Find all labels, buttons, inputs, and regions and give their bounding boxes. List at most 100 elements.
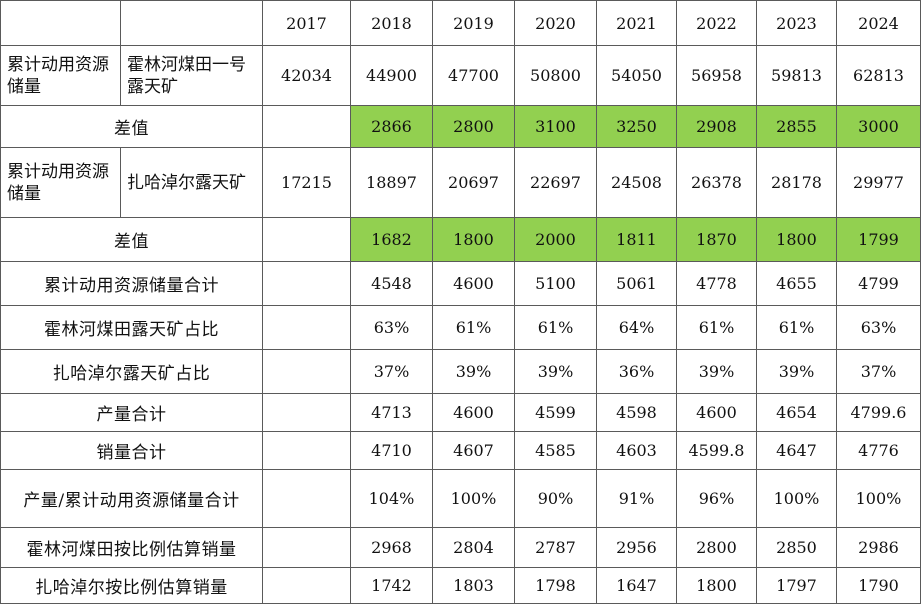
summary-label-cell: 霍林河煤田露天矿占比 <box>0 305 263 350</box>
value-cell: 56958 <box>676 45 757 106</box>
summary-label-cell: 扎哈淖尔露天矿占比 <box>0 349 263 394</box>
value-cell: 4710 <box>350 431 433 470</box>
value-cell: 47700 <box>432 45 515 106</box>
value-cell: 59813 <box>756 45 837 106</box>
summary-label-cell: 销量合计 <box>0 431 263 470</box>
year-header: 2022 <box>676 0 757 46</box>
diff-row: 差值 1682 1800 2000 1811 1870 1800 1799 <box>0 217 921 262</box>
summary-label-cell: 扎哈淖尔按比例估算销量 <box>0 567 263 604</box>
value-cell: 4600 <box>432 261 515 306</box>
value-cell: 61% <box>756 305 837 350</box>
value-cell: 2804 <box>432 527 515 568</box>
blank-cell <box>262 217 351 262</box>
diff-cell: 1800 <box>756 217 837 262</box>
value-cell: 39% <box>676 349 757 394</box>
blank-cell <box>262 527 351 568</box>
header-blank-cell <box>120 0 263 46</box>
diff-label-cell: 差值 <box>0 105 263 148</box>
value-cell: 100% <box>432 469 515 528</box>
value-cell: 4654 <box>756 393 837 432</box>
diff-cell: 2855 <box>756 105 837 148</box>
blank-cell <box>262 393 351 432</box>
diff-cell: 2866 <box>350 105 433 148</box>
diff-cell: 1811 <box>596 217 677 262</box>
header-row: 2017 2018 2019 2020 2021 2022 2023 2024 <box>0 0 921 46</box>
summary-row: 扎哈淖尔露天矿占比 37% 39% 39% 36% 39% 39% 37% <box>0 349 921 394</box>
value-cell: 37% <box>836 349 921 394</box>
value-cell: 96% <box>676 469 757 528</box>
value-cell: 1798 <box>514 567 597 604</box>
value-cell: 4799 <box>836 261 921 306</box>
summary-row: 累计动用资源储量合计 4548 4600 5100 5061 4778 4655 4799 <box>0 261 921 306</box>
value-cell: 39% <box>514 349 597 394</box>
summary-row: 产量/累计动用资源储量合计 104% 100% 90% 91% 96% 100% 100% <box>0 469 921 528</box>
value-cell: 26378 <box>676 147 757 218</box>
summary-row: 霍林河煤田露天矿占比 63% 61% 61% 64% 61% 61% 63% <box>0 305 921 350</box>
blank-cell <box>262 105 351 148</box>
summary-label-cell: 产量/累计动用资源储量合计 <box>0 469 263 528</box>
diff-cell: 3100 <box>514 105 597 148</box>
summary-row: 霍林河煤田按比例估算销量 2968 2804 2787 2956 2800 2850 2986 <box>0 527 921 568</box>
value-cell: 17215 <box>262 147 351 218</box>
year-header: 2018 <box>350 0 433 46</box>
value-cell: 4655 <box>756 261 837 306</box>
value-cell: 100% <box>756 469 837 528</box>
value-cell: 4598 <box>596 393 677 432</box>
value-cell: 54050 <box>596 45 677 106</box>
value-cell: 4548 <box>350 261 433 306</box>
value-cell: 1742 <box>350 567 433 604</box>
value-cell: 29977 <box>836 147 921 218</box>
blank-cell <box>262 431 351 470</box>
value-cell: 4607 <box>432 431 515 470</box>
blank-cell <box>262 469 351 528</box>
year-header: 2017 <box>262 0 351 46</box>
blank-cell <box>262 305 351 350</box>
year-header: 2023 <box>756 0 837 46</box>
table-row: 累计动用资源储量 扎哈淖尔露天矿 17215 18897 20697 22697… <box>0 147 921 218</box>
value-cell: 61% <box>514 305 597 350</box>
value-cell: 36% <box>596 349 677 394</box>
value-cell: 1797 <box>756 567 837 604</box>
diff-cell: 2908 <box>676 105 757 148</box>
mine-label-cell: 扎哈淖尔露天矿 <box>120 147 263 218</box>
summary-row: 产量合计 4713 4600 4599 4598 4600 4654 4799.6 <box>0 393 921 432</box>
value-cell: 104% <box>350 469 433 528</box>
value-cell: 1647 <box>596 567 677 604</box>
value-cell: 61% <box>676 305 757 350</box>
value-cell: 62813 <box>836 45 921 106</box>
value-cell: 5061 <box>596 261 677 306</box>
value-cell: 22697 <box>514 147 597 218</box>
value-cell: 20697 <box>432 147 515 218</box>
summary-row: 扎哈淖尔按比例估算销量 1742 1803 1798 1647 1800 1797 1790 <box>0 567 921 604</box>
value-cell: 2800 <box>676 527 757 568</box>
header-blank-cell <box>0 0 121 46</box>
diff-cell: 1800 <box>432 217 515 262</box>
value-cell: 24508 <box>596 147 677 218</box>
value-cell: 2850 <box>756 527 837 568</box>
diff-cell: 2000 <box>514 217 597 262</box>
diff-row: 差值 2866 2800 3100 3250 2908 2855 3000 <box>0 105 921 148</box>
year-header: 2024 <box>836 0 921 46</box>
value-cell: 4599.8 <box>676 431 757 470</box>
value-cell: 5100 <box>514 261 597 306</box>
summary-label-cell: 产量合计 <box>0 393 263 432</box>
value-cell: 1800 <box>676 567 757 604</box>
value-cell: 18897 <box>350 147 433 218</box>
diff-cell: 1799 <box>836 217 921 262</box>
value-cell: 1790 <box>836 567 921 604</box>
value-cell: 42034 <box>262 45 351 106</box>
value-cell: 39% <box>756 349 837 394</box>
value-cell: 64% <box>596 305 677 350</box>
value-cell: 4600 <box>676 393 757 432</box>
value-cell: 4799.6 <box>836 393 921 432</box>
value-cell: 2986 <box>836 527 921 568</box>
value-cell: 2968 <box>350 527 433 568</box>
diff-cell: 3000 <box>836 105 921 148</box>
value-cell: 50800 <box>514 45 597 106</box>
year-header: 2019 <box>432 0 515 46</box>
value-cell: 4600 <box>432 393 515 432</box>
value-cell: 4585 <box>514 431 597 470</box>
year-header: 2020 <box>514 0 597 46</box>
diff-cell: 1870 <box>676 217 757 262</box>
